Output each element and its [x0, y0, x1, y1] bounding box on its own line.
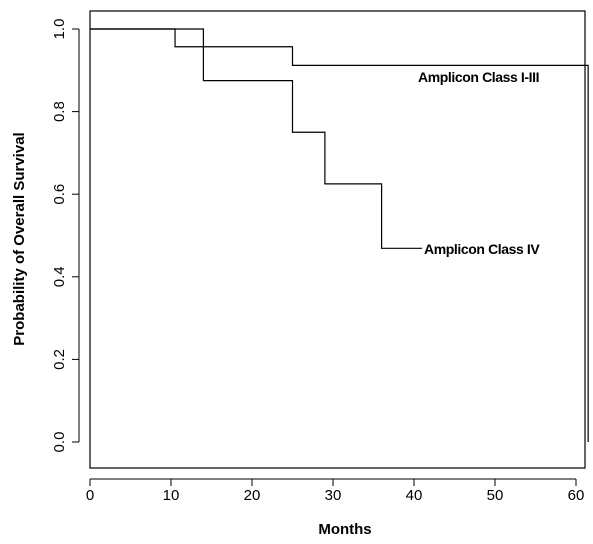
x-tick-label: 60 [568, 487, 585, 504]
series-layer [90, 28, 589, 442]
x-tick-label: 20 [244, 487, 261, 504]
y-axis: 0.0 0.2 0.4 0.6 0.8 1.0 [51, 19, 80, 453]
y-tick-label: 0.8 [51, 101, 68, 122]
survival-curve-class-i-iii [90, 28, 589, 442]
y-tick-label: 0.0 [51, 432, 68, 453]
x-tick-label: 30 [325, 487, 342, 504]
series-label-class-i-iii: Amplicon Class I-III [418, 69, 539, 85]
series-label-class-iv: Amplicon Class IV [424, 241, 540, 257]
y-tick-label: 0.2 [51, 349, 68, 370]
x-axis: 0 10 20 30 40 50 60 [86, 478, 585, 504]
y-tick-label: 0.6 [51, 184, 68, 205]
x-tick-label: 50 [487, 487, 504, 504]
plot-frame [89, 10, 586, 469]
x-tick-label: 0 [86, 487, 94, 504]
y-axis-label: Probability of Overall Survival [11, 132, 28, 345]
y-tick-label: 1.0 [51, 19, 68, 40]
y-tick-label: 0.4 [51, 266, 68, 287]
x-tick-label: 10 [163, 487, 180, 504]
x-tick-label: 40 [406, 487, 423, 504]
x-axis-label: Months [318, 521, 371, 538]
survival-curve-class-iv [90, 28, 423, 249]
